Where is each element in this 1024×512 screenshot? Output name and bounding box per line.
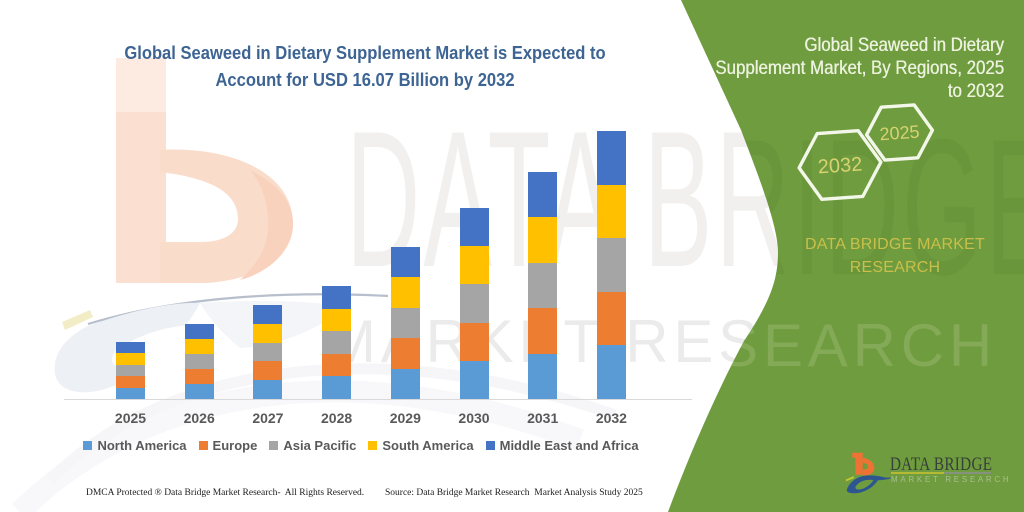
- svg-text:2032: 2032: [817, 153, 863, 178]
- svg-text:2025: 2025: [879, 122, 920, 145]
